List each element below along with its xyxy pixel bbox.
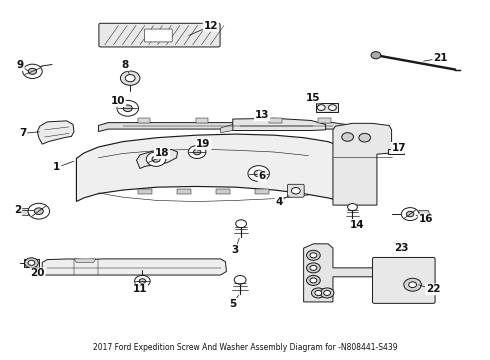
Circle shape	[147, 152, 166, 166]
Circle shape	[292, 188, 300, 194]
FancyBboxPatch shape	[372, 257, 435, 303]
Polygon shape	[42, 259, 226, 275]
Circle shape	[404, 278, 421, 291]
Text: 5: 5	[229, 299, 236, 309]
Polygon shape	[138, 118, 150, 123]
Circle shape	[312, 288, 325, 298]
Circle shape	[28, 260, 35, 265]
Polygon shape	[74, 259, 96, 262]
Circle shape	[194, 149, 201, 155]
Text: 14: 14	[350, 220, 365, 230]
Text: 22: 22	[426, 284, 441, 294]
Circle shape	[125, 75, 135, 82]
Circle shape	[409, 282, 416, 288]
Circle shape	[324, 291, 331, 296]
Polygon shape	[37, 121, 74, 144]
Circle shape	[407, 211, 414, 217]
Polygon shape	[419, 211, 430, 218]
Text: 17: 17	[392, 143, 406, 153]
Text: 20: 20	[30, 268, 45, 278]
Text: 8: 8	[122, 60, 129, 70]
Circle shape	[188, 145, 206, 158]
Text: 2017 Ford Expedition Screw And Washer Assembly Diagram for -N808441-S439: 2017 Ford Expedition Screw And Washer As…	[93, 343, 397, 352]
Text: 3: 3	[232, 245, 239, 255]
FancyBboxPatch shape	[99, 23, 220, 47]
Text: 6: 6	[259, 171, 266, 181]
Polygon shape	[289, 189, 304, 194]
Circle shape	[310, 253, 317, 258]
Text: 2: 2	[14, 206, 22, 216]
Text: 1: 1	[53, 162, 60, 172]
FancyBboxPatch shape	[288, 184, 304, 197]
Text: 9: 9	[17, 60, 24, 70]
Circle shape	[24, 258, 38, 268]
Circle shape	[28, 68, 37, 75]
Circle shape	[307, 275, 320, 285]
Polygon shape	[270, 118, 282, 123]
FancyBboxPatch shape	[145, 29, 172, 42]
Circle shape	[342, 133, 353, 141]
Polygon shape	[233, 118, 326, 131]
Polygon shape	[176, 189, 191, 194]
Circle shape	[117, 100, 139, 116]
Circle shape	[254, 170, 263, 177]
Circle shape	[152, 156, 160, 162]
Circle shape	[139, 279, 146, 284]
Text: 12: 12	[203, 21, 218, 31]
Circle shape	[121, 71, 140, 85]
Polygon shape	[318, 118, 331, 123]
Polygon shape	[304, 244, 374, 302]
Circle shape	[348, 203, 357, 211]
Text: 7: 7	[19, 129, 26, 138]
Polygon shape	[98, 123, 352, 132]
Circle shape	[315, 291, 322, 296]
Circle shape	[401, 208, 419, 221]
Polygon shape	[216, 189, 230, 194]
Polygon shape	[137, 149, 177, 168]
Polygon shape	[76, 134, 352, 205]
Circle shape	[359, 134, 370, 142]
Circle shape	[329, 105, 336, 111]
Circle shape	[236, 220, 246, 228]
Circle shape	[310, 265, 317, 270]
Circle shape	[135, 275, 150, 287]
Circle shape	[234, 275, 246, 284]
Polygon shape	[196, 118, 208, 123]
Polygon shape	[19, 208, 27, 215]
Polygon shape	[388, 149, 404, 154]
Polygon shape	[316, 103, 338, 112]
Text: 10: 10	[111, 96, 125, 106]
Text: 18: 18	[155, 148, 169, 158]
Text: 4: 4	[275, 197, 283, 207]
Circle shape	[310, 278, 317, 283]
Circle shape	[307, 263, 320, 273]
Circle shape	[123, 105, 132, 112]
Polygon shape	[255, 189, 270, 194]
Text: 11: 11	[133, 284, 147, 294]
Circle shape	[248, 166, 270, 181]
Polygon shape	[220, 125, 233, 133]
Text: 16: 16	[418, 215, 433, 224]
Text: 13: 13	[255, 111, 270, 121]
Text: 15: 15	[306, 93, 320, 103]
Polygon shape	[333, 123, 392, 205]
Circle shape	[318, 105, 325, 111]
Polygon shape	[24, 259, 39, 267]
Text: 23: 23	[394, 243, 409, 253]
Text: 19: 19	[196, 139, 211, 149]
Circle shape	[307, 250, 320, 260]
Circle shape	[34, 208, 43, 215]
Text: 21: 21	[433, 53, 448, 63]
Circle shape	[28, 203, 49, 219]
Circle shape	[23, 64, 42, 78]
Circle shape	[371, 51, 381, 59]
Circle shape	[320, 288, 334, 298]
Polygon shape	[138, 189, 152, 194]
